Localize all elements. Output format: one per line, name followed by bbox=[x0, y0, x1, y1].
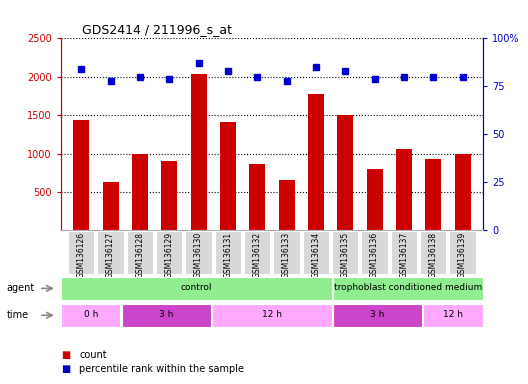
FancyBboxPatch shape bbox=[61, 303, 120, 327]
Text: 12 h: 12 h bbox=[262, 310, 282, 319]
Bar bbox=[191, 74, 206, 230]
FancyBboxPatch shape bbox=[68, 231, 95, 274]
Text: GSM136129: GSM136129 bbox=[165, 232, 174, 278]
Text: GDS2414 / 211996_s_at: GDS2414 / 211996_s_at bbox=[82, 23, 232, 36]
FancyBboxPatch shape bbox=[391, 231, 417, 274]
Text: 3 h: 3 h bbox=[370, 310, 385, 319]
Text: agent: agent bbox=[6, 283, 35, 293]
Bar bbox=[455, 154, 470, 230]
FancyBboxPatch shape bbox=[185, 231, 212, 274]
FancyBboxPatch shape bbox=[303, 231, 329, 274]
Text: GSM136128: GSM136128 bbox=[135, 232, 145, 278]
Text: GSM136139: GSM136139 bbox=[458, 232, 467, 278]
Bar bbox=[279, 180, 295, 230]
FancyBboxPatch shape bbox=[121, 303, 211, 327]
Text: GSM136126: GSM136126 bbox=[77, 232, 86, 278]
FancyBboxPatch shape bbox=[423, 303, 483, 327]
Bar bbox=[366, 169, 383, 230]
Text: GSM136131: GSM136131 bbox=[223, 232, 232, 278]
Text: GSM136134: GSM136134 bbox=[312, 232, 320, 278]
FancyBboxPatch shape bbox=[212, 303, 332, 327]
FancyBboxPatch shape bbox=[244, 231, 270, 274]
Bar bbox=[308, 94, 324, 230]
Text: GSM136133: GSM136133 bbox=[282, 232, 291, 278]
Bar bbox=[161, 161, 177, 230]
FancyBboxPatch shape bbox=[97, 231, 124, 274]
FancyBboxPatch shape bbox=[156, 231, 183, 274]
Bar bbox=[249, 164, 265, 230]
FancyBboxPatch shape bbox=[333, 303, 422, 327]
FancyBboxPatch shape bbox=[61, 276, 332, 300]
Bar bbox=[425, 159, 441, 230]
Text: count: count bbox=[79, 350, 107, 360]
Bar bbox=[220, 122, 236, 230]
Bar bbox=[396, 149, 412, 230]
FancyBboxPatch shape bbox=[127, 231, 153, 274]
Text: ■: ■ bbox=[61, 350, 70, 360]
FancyBboxPatch shape bbox=[420, 231, 447, 274]
Text: GSM136137: GSM136137 bbox=[399, 232, 409, 278]
Bar bbox=[102, 182, 119, 230]
Text: 0 h: 0 h bbox=[84, 310, 98, 319]
Text: 3 h: 3 h bbox=[159, 310, 174, 319]
FancyBboxPatch shape bbox=[332, 231, 359, 274]
Text: GSM136135: GSM136135 bbox=[341, 232, 350, 278]
FancyBboxPatch shape bbox=[361, 231, 388, 274]
Text: GSM136138: GSM136138 bbox=[429, 232, 438, 278]
FancyBboxPatch shape bbox=[215, 231, 241, 274]
Text: GSM136130: GSM136130 bbox=[194, 232, 203, 278]
Text: trophoblast conditioned medium: trophoblast conditioned medium bbox=[334, 283, 482, 292]
FancyBboxPatch shape bbox=[333, 276, 483, 300]
Text: GSM136136: GSM136136 bbox=[370, 232, 379, 278]
Text: time: time bbox=[6, 310, 29, 320]
Text: GSM136127: GSM136127 bbox=[106, 232, 115, 278]
Bar bbox=[132, 154, 148, 230]
Text: control: control bbox=[181, 283, 212, 292]
Text: GSM136132: GSM136132 bbox=[253, 232, 262, 278]
Bar bbox=[337, 115, 353, 230]
Text: percentile rank within the sample: percentile rank within the sample bbox=[79, 364, 244, 374]
Text: ■: ■ bbox=[61, 364, 70, 374]
Text: 12 h: 12 h bbox=[443, 310, 463, 319]
FancyBboxPatch shape bbox=[274, 231, 300, 274]
FancyBboxPatch shape bbox=[449, 231, 476, 274]
Bar bbox=[73, 120, 89, 230]
